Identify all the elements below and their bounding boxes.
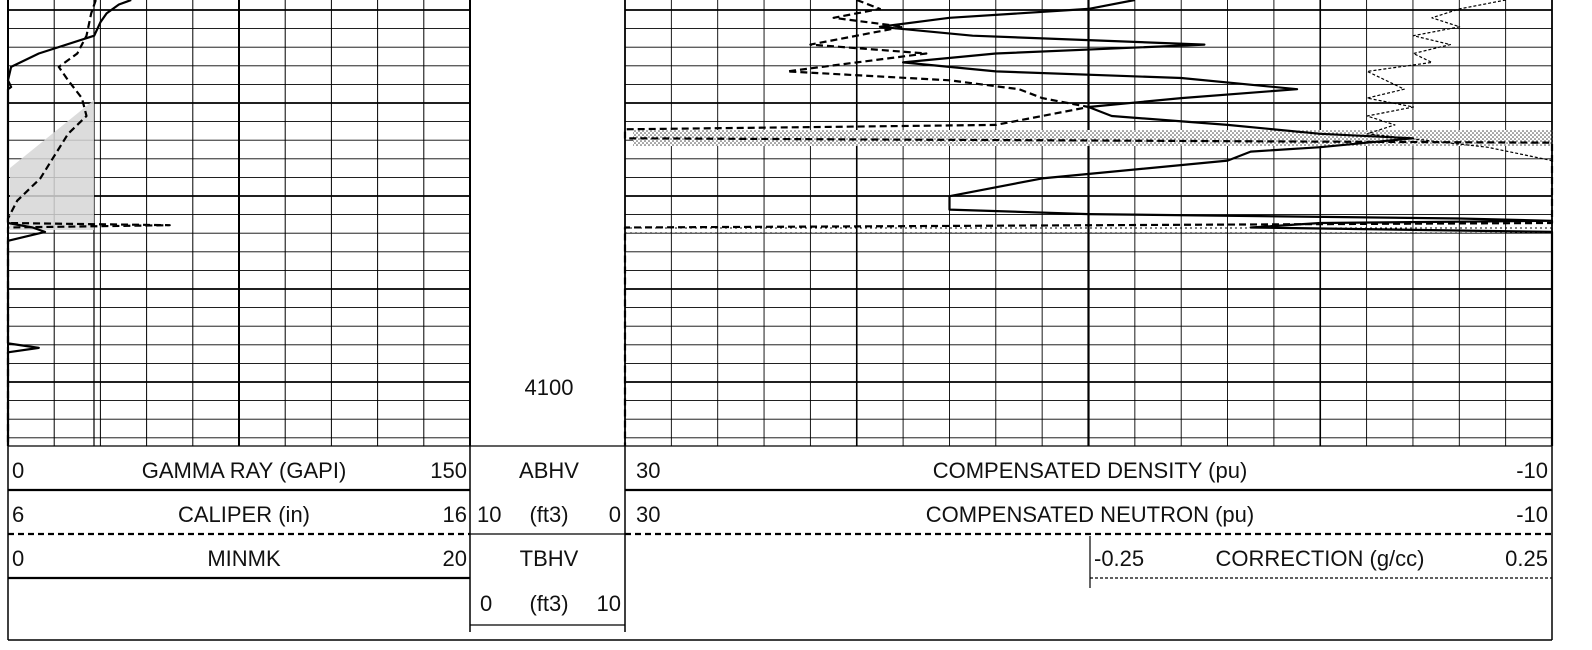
density-max: -10 — [1516, 458, 1548, 483]
density-min: 30 — [636, 458, 660, 483]
density-neutron-crossover-shading — [633, 130, 1553, 146]
correction-max: 0.25 — [1505, 546, 1548, 571]
neutron-name: COMPENSATED NEUTRON (pu) — [926, 502, 1254, 527]
minmk-min: 0 — [12, 546, 24, 571]
correction-curve — [1366, 0, 1553, 446]
caliper-max: 16 — [443, 502, 467, 527]
tbhv-max: 10 — [597, 591, 621, 616]
density-name: COMPENSATED DENSITY (pu) — [933, 458, 1248, 483]
minmk-name: MINMK — [207, 546, 281, 571]
correction-min: -0.25 — [1094, 546, 1144, 571]
abhv-min: 10 — [477, 502, 501, 527]
depth-label: 4100 — [525, 375, 574, 400]
track3-grid — [624, 0, 1553, 446]
gamma-caliper-shading — [10, 100, 94, 230]
caliper-name: CALIPER (in) — [178, 502, 310, 527]
minmk-max: 20 — [443, 546, 467, 571]
gamma-ray-max: 150 — [430, 458, 467, 483]
gamma-ray-min: 0 — [12, 458, 24, 483]
caliper-min: 6 — [12, 502, 24, 527]
correction-name: CORRECTION (g/cc) — [1216, 546, 1425, 571]
compensated-density-curve — [878, 0, 1554, 446]
tbhv-unit: (ft3) — [529, 591, 568, 616]
tbhv-name: TBHV — [520, 546, 579, 571]
header-frame — [7, 0, 1553, 641]
abhv-name: ABHV — [519, 458, 579, 483]
gamma-ray-name: GAMMA RAY (GAPI) — [142, 458, 347, 483]
abhv-unit: (ft3) — [529, 502, 568, 527]
neutron-min: 30 — [636, 502, 660, 527]
abhv-max: 0 — [609, 502, 621, 527]
tbhv-min: 0 — [480, 591, 492, 616]
neutron-max: -10 — [1516, 502, 1548, 527]
